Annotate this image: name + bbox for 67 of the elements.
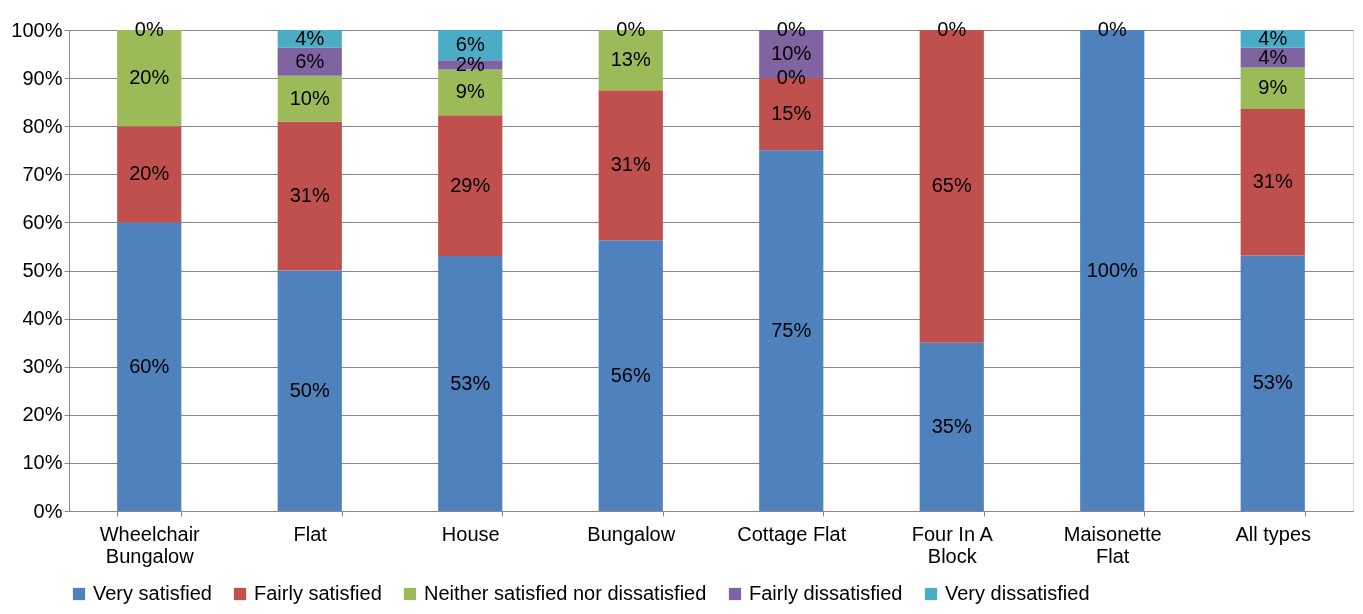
y-tick-label: 60%	[22, 210, 63, 233]
y-tick-label: 40%	[22, 307, 63, 330]
data-label: 20%	[129, 66, 170, 89]
data-label: 29%	[450, 173, 491, 196]
data-label: 56%	[610, 363, 651, 386]
data-label: 75%	[771, 318, 812, 341]
data-label: 6%	[295, 49, 325, 72]
bar	[117, 126, 182, 223]
bar	[277, 121, 342, 271]
data-label: 0%	[134, 18, 164, 40]
x-tick-label: All types	[1235, 522, 1312, 545]
x-tick-label: Flat	[293, 522, 328, 545]
x-tick-label: Bungalow	[587, 522, 676, 545]
y-tick-label: 80%	[22, 114, 63, 137]
bar	[1240, 67, 1305, 109]
data-label: 9%	[455, 80, 485, 103]
x-tick-label: Four In A Block	[911, 522, 994, 567]
y-tick-label: 70%	[22, 162, 63, 185]
bar	[117, 222, 182, 511]
y-tick-label: 20%	[22, 403, 63, 426]
bar	[438, 69, 503, 116]
data-label: 31%	[610, 153, 651, 176]
data-label: 53%	[1252, 371, 1293, 394]
data-label: 60%	[129, 354, 170, 377]
y-tick-label: 0%	[33, 499, 63, 522]
y-tick-label: 50%	[22, 259, 63, 281]
y-tick-label: 30%	[22, 355, 63, 378]
data-label: 53%	[450, 371, 491, 394]
data-label: 0%	[937, 18, 967, 40]
data-label: 100%	[1086, 258, 1139, 281]
y-tick-label: 10%	[22, 451, 63, 474]
data-label: 9%	[1258, 76, 1288, 99]
x-tick-label: House	[441, 522, 500, 545]
legend-label: Fairly dissatisfied	[749, 582, 903, 604]
data-label: 15%	[771, 102, 812, 125]
bar	[438, 256, 503, 511]
bar	[277, 270, 342, 511]
data-label: 0%	[1097, 18, 1127, 40]
data-label: 10%	[289, 86, 330, 109]
x-tick-label: Cottage Flat	[737, 522, 847, 545]
bar	[598, 90, 663, 241]
bar	[1240, 255, 1305, 511]
x-tick-label: Maisonette Flat	[1063, 522, 1162, 567]
legend-label: Very dissatisfied	[945, 582, 1090, 604]
x-tick-label: Wheelchair Bungalow	[99, 522, 201, 567]
legend-label: Very satisfied	[93, 582, 212, 604]
data-label: 65%	[931, 174, 972, 197]
data-label: 20%	[129, 162, 170, 185]
y-tick-label: 90%	[22, 66, 63, 89]
data-label: 0%	[776, 18, 806, 40]
data-label: 50%	[289, 378, 330, 401]
data-label: 0%	[776, 66, 806, 89]
legend-label: Neither satisfied nor dissatisfied	[424, 582, 707, 604]
data-label: 0%	[616, 18, 646, 40]
bar	[438, 115, 503, 257]
bar	[598, 240, 663, 511]
legend-label: Fairly satisfied	[254, 582, 382, 604]
data-label: 31%	[1252, 170, 1293, 193]
y-tick-label: 100%	[11, 18, 63, 41]
data-label: 4%	[295, 26, 325, 49]
bar	[1240, 108, 1305, 256]
data-label: 35%	[931, 414, 972, 437]
data-label: 31%	[289, 183, 330, 206]
data-label: 13%	[610, 48, 651, 71]
bar	[919, 342, 984, 511]
bar	[759, 150, 824, 511]
data-label: 10%	[771, 42, 812, 65]
